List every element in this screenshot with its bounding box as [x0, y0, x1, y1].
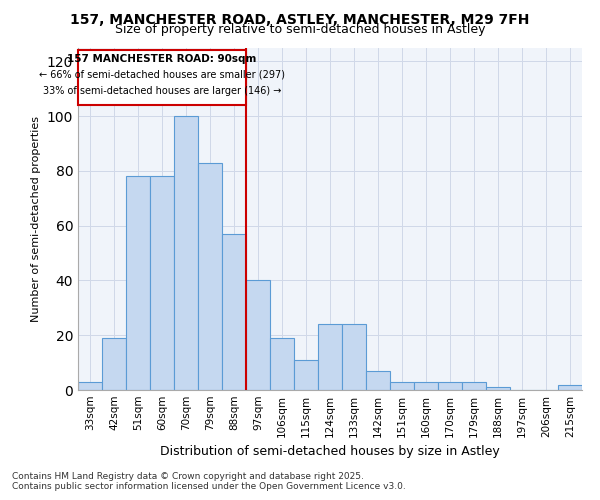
Text: 157, MANCHESTER ROAD, ASTLEY, MANCHESTER, M29 7FH: 157, MANCHESTER ROAD, ASTLEY, MANCHESTER…: [70, 12, 530, 26]
Bar: [198, 162, 222, 390]
Bar: [486, 388, 510, 390]
Bar: [174, 116, 198, 390]
Bar: [414, 382, 438, 390]
Bar: [390, 382, 414, 390]
Bar: [246, 280, 270, 390]
Bar: [222, 234, 246, 390]
Bar: [102, 338, 126, 390]
Y-axis label: Number of semi-detached properties: Number of semi-detached properties: [31, 116, 41, 322]
Bar: [294, 360, 318, 390]
Bar: [78, 382, 102, 390]
Bar: [150, 176, 174, 390]
X-axis label: Distribution of semi-detached houses by size in Astley: Distribution of semi-detached houses by …: [160, 446, 500, 458]
Bar: [558, 384, 582, 390]
FancyBboxPatch shape: [78, 50, 246, 105]
Text: Contains public sector information licensed under the Open Government Licence v3: Contains public sector information licen…: [12, 482, 406, 491]
Text: Size of property relative to semi-detached houses in Astley: Size of property relative to semi-detach…: [115, 22, 485, 36]
Text: Contains HM Land Registry data © Crown copyright and database right 2025.: Contains HM Land Registry data © Crown c…: [12, 472, 364, 481]
Bar: [318, 324, 342, 390]
Bar: [366, 371, 390, 390]
Text: 33% of semi-detached houses are larger (146) →: 33% of semi-detached houses are larger (…: [43, 86, 281, 96]
Bar: [438, 382, 462, 390]
Text: 157 MANCHESTER ROAD: 90sqm: 157 MANCHESTER ROAD: 90sqm: [67, 54, 257, 64]
Bar: [342, 324, 366, 390]
Text: ← 66% of semi-detached houses are smaller (297): ← 66% of semi-detached houses are smalle…: [39, 70, 285, 80]
Bar: [126, 176, 150, 390]
Bar: [270, 338, 294, 390]
Bar: [462, 382, 486, 390]
